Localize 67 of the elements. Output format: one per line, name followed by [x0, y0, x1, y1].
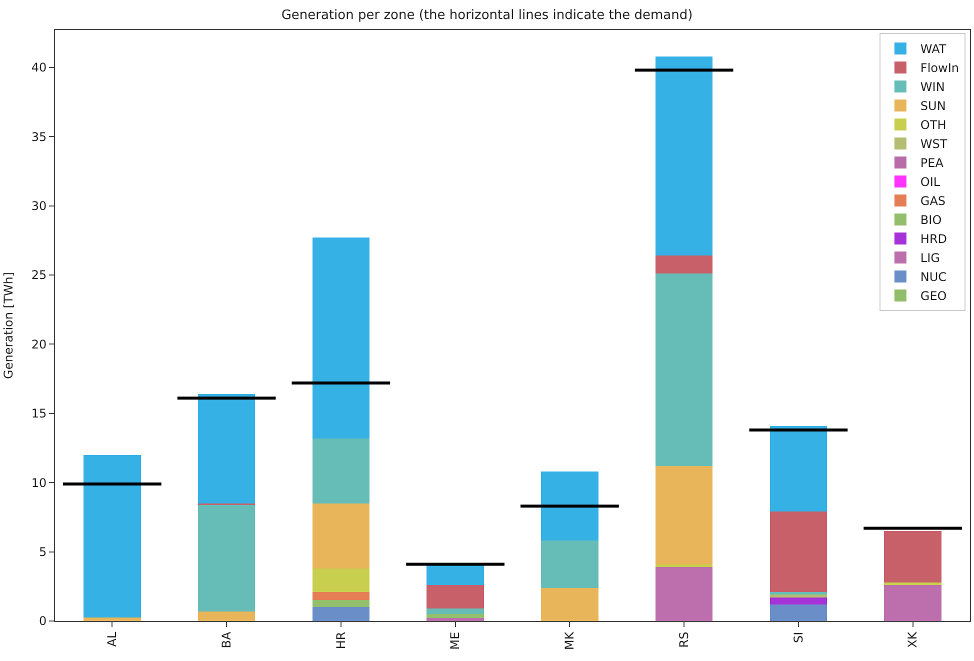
x-tick-label: HR — [334, 632, 348, 650]
legend-label: GEO — [920, 289, 947, 304]
chart-title: Generation per zone (the horizontal lines indicate the demand) — [281, 8, 693, 24]
legend-label: OIL — [920, 175, 940, 190]
bar — [84, 454, 141, 618]
bar — [770, 426, 828, 512]
bar — [541, 472, 598, 541]
bar — [655, 466, 713, 564]
bar — [770, 512, 828, 592]
bar — [426, 618, 484, 621]
x-tick-label: RS — [676, 632, 691, 648]
bar — [312, 503, 370, 568]
legend-label: BIO — [920, 213, 942, 228]
bar — [541, 540, 598, 588]
bar — [770, 597, 828, 604]
bar — [770, 592, 828, 595]
bar — [884, 585, 942, 621]
bar — [84, 618, 141, 621]
x-tick-label: XK — [906, 630, 920, 648]
legend-label: OTH — [920, 118, 946, 132]
bar — [312, 238, 370, 438]
x-tick-label: AL — [105, 631, 120, 647]
bar — [655, 274, 713, 466]
bar — [198, 504, 256, 612]
legend-label: FlowIn — [920, 61, 959, 76]
bar — [655, 564, 713, 568]
legend-label: NUC — [920, 270, 947, 284]
y-tick-label: 40 — [31, 60, 47, 75]
bar — [312, 568, 370, 592]
bar — [884, 582, 942, 586]
legend-label: WST — [920, 137, 948, 152]
y-tick-label: 10 — [31, 476, 47, 490]
bar — [655, 56, 713, 256]
bar — [312, 438, 370, 504]
legend-label: PEA — [920, 156, 944, 170]
y-axis-title: Generation [TWh] — [2, 272, 16, 379]
y-tick-label: 25 — [31, 268, 47, 282]
x-tick-label: MK — [562, 630, 577, 650]
legend-label: WIN — [920, 80, 945, 94]
bar — [426, 614, 484, 618]
bar — [655, 567, 713, 621]
y-tick-label: 0 — [38, 614, 47, 628]
bar — [770, 594, 828, 598]
bar — [312, 600, 370, 608]
bar — [426, 608, 484, 614]
bar — [884, 531, 942, 582]
legend-label: HRD — [920, 232, 948, 246]
bar — [426, 585, 484, 609]
bar — [312, 607, 370, 621]
x-tick-label: BA — [219, 631, 234, 648]
bar — [655, 256, 713, 274]
bar — [541, 588, 598, 621]
legend-label: SUN — [920, 99, 946, 114]
y-tick-label: 35 — [31, 130, 47, 144]
x-tick-label: ME — [448, 632, 462, 650]
legend-label: GAS — [920, 194, 946, 208]
y-tick-label: 5 — [38, 545, 47, 559]
legend-label: LIG — [920, 251, 940, 266]
bar — [198, 611, 256, 621]
bar — [770, 604, 828, 621]
y-tick-label: 30 — [31, 198, 47, 213]
y-tick-label: 20 — [31, 337, 47, 352]
x-tick-label: SI — [791, 632, 806, 643]
y-tick-label: 15 — [31, 406, 47, 421]
bar — [312, 592, 370, 600]
legend-label: WAT — [920, 42, 947, 56]
bar — [198, 394, 256, 504]
